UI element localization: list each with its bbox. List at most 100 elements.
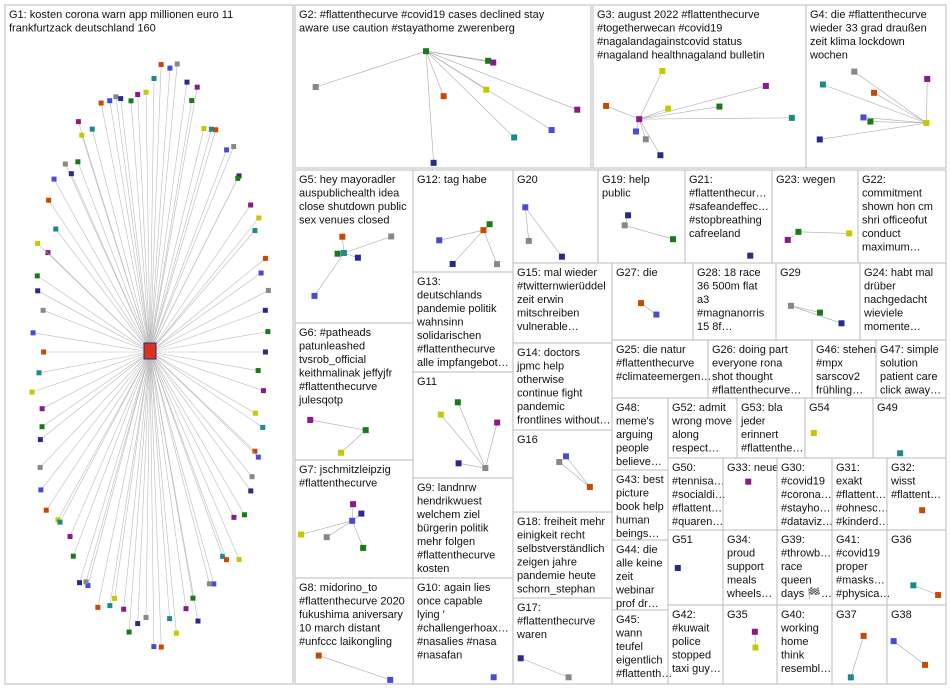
edge: [53, 178, 151, 353]
node: [751, 628, 758, 635]
group-label: #unfccc laikongling: [299, 636, 392, 648]
edge: [97, 351, 151, 608]
edge: [128, 351, 151, 633]
edge: [149, 351, 210, 584]
node: [235, 175, 241, 181]
group-label: webinar: [615, 585, 655, 597]
group-label: G48:: [616, 402, 640, 414]
edge: [340, 429, 366, 453]
node: [53, 226, 59, 232]
group-label: book help: [616, 501, 664, 513]
node: [46, 197, 52, 203]
node: [241, 512, 247, 518]
group-label: wheels…: [726, 588, 772, 600]
group-label: schorn_stephan: [517, 584, 595, 596]
node: [511, 134, 518, 141]
node: [167, 65, 173, 71]
group-label: G43: best: [616, 474, 664, 486]
node: [354, 254, 361, 261]
node: [298, 531, 305, 538]
edge: [137, 94, 151, 353]
node: [89, 126, 95, 132]
group-label: drüber: [864, 281, 896, 293]
group-label: waren: [516, 629, 547, 641]
edge: [71, 173, 151, 353]
edge: [41, 351, 151, 427]
node: [62, 161, 68, 167]
edge: [913, 585, 939, 596]
group-label: julesqotp: [298, 395, 343, 407]
edge: [149, 128, 205, 353]
group-label: mehr folgen: [417, 536, 475, 548]
group-label: G21:: [689, 174, 713, 186]
node: [41, 349, 47, 355]
node: [70, 553, 76, 559]
group-label: conduct: [862, 228, 901, 240]
node: [480, 227, 487, 234]
group-label: momente…: [864, 321, 921, 333]
group-label: G49: [877, 402, 898, 414]
node: [258, 270, 264, 276]
node: [653, 311, 660, 318]
node: [657, 152, 664, 159]
group-label: meals: [727, 575, 757, 587]
node: [323, 534, 330, 541]
group-label: picture: [616, 488, 649, 500]
group-label: G40:: [781, 609, 805, 621]
node: [167, 616, 173, 622]
node: [107, 98, 113, 104]
group-label: alle keine: [616, 558, 662, 570]
group-label: #challengerhoax…: [417, 623, 509, 635]
group-label: frontlines without…: [517, 415, 611, 427]
group-label: G19: help: [602, 174, 650, 186]
edge: [69, 351, 151, 537]
group-label: G44: die: [616, 544, 658, 556]
group-label: G53: bla: [741, 402, 783, 414]
node: [924, 75, 931, 82]
edge: [37, 243, 151, 353]
group-cell: G5: hey mayoradler auspublichealth ideacl…: [294, 169, 414, 324]
group-box: [805, 4, 947, 169]
group-cell: G25: die natur #flattenthecurve#climateem…: [611, 339, 711, 399]
group-label: #twitternwierüddel: [517, 281, 606, 293]
group-label: beings…: [616, 528, 659, 540]
edge: [149, 351, 194, 599]
node: [625, 212, 632, 219]
group-label: #stopbreathing: [689, 215, 762, 227]
edge: [123, 351, 151, 610]
group-label: G24: habt mal: [864, 267, 933, 279]
group-label: welchem ziel: [416, 509, 480, 521]
group-label: everyone rona: [712, 358, 783, 370]
group-label: #flattenthecurve…: [712, 385, 801, 397]
edge: [149, 351, 223, 557]
edge: [639, 106, 720, 120]
edge: [109, 100, 151, 353]
group-cell: G38: [886, 604, 947, 685]
node: [388, 233, 395, 240]
group-label: close shutdown public: [299, 201, 407, 213]
edge: [77, 161, 151, 353]
node: [37, 437, 43, 443]
group-label: eigentlich: [616, 655, 662, 667]
node: [440, 93, 447, 100]
node: [113, 94, 119, 100]
edge: [926, 78, 928, 124]
edge: [149, 217, 260, 353]
edge: [149, 87, 198, 353]
hub-node: [143, 342, 157, 360]
edge: [149, 272, 262, 353]
node: [143, 614, 149, 620]
edge: [43, 310, 151, 353]
group-label: aware use caution #stayathome zwerenberg: [299, 23, 515, 35]
edge: [638, 70, 663, 120]
node: [265, 329, 271, 335]
node: [565, 674, 572, 681]
